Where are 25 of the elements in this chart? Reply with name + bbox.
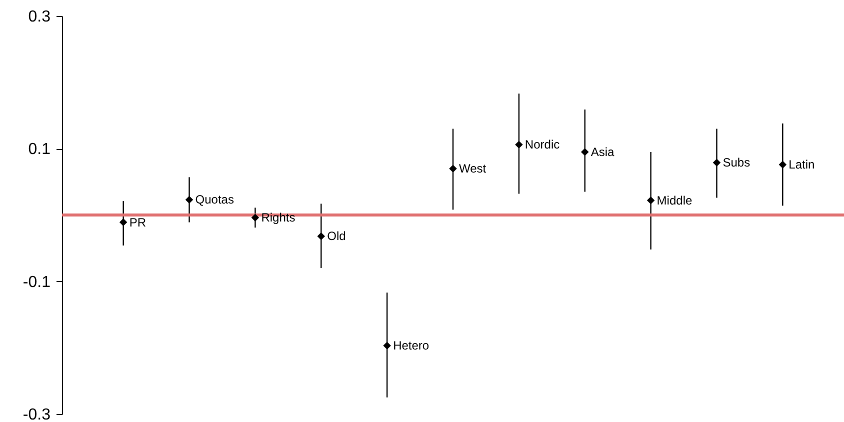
point — [778, 160, 787, 168]
x-tick-label: West — [459, 162, 487, 176]
y-tick-label: -0.1 — [22, 274, 51, 291]
y-tick-label: 0.3 — [28, 8, 51, 26]
x-tick-label: PR — [129, 215, 146, 230]
point — [251, 214, 260, 222]
point — [515, 140, 523, 149]
x-tick-label: Subs — [722, 156, 750, 170]
x-tick-label: Quotas — [195, 192, 234, 207]
x-tick-label: Latin — [788, 158, 815, 172]
y-tick-label: -0.3 — [22, 406, 51, 422]
y-tick-label: 0.1 — [28, 141, 51, 158]
point — [317, 232, 325, 240]
x-tick-label: Middle — [656, 193, 692, 208]
point — [383, 342, 391, 350]
x-tick-label: Nordic — [524, 138, 560, 152]
x-tick-label: Old — [327, 229, 346, 244]
point — [119, 218, 128, 226]
point — [646, 196, 655, 204]
point — [581, 148, 589, 156]
point — [449, 164, 457, 172]
point — [712, 158, 721, 166]
x-tick-label: Asia — [590, 144, 615, 159]
x-tick-label: Hetero — [393, 338, 430, 353]
point — [185, 196, 194, 204]
